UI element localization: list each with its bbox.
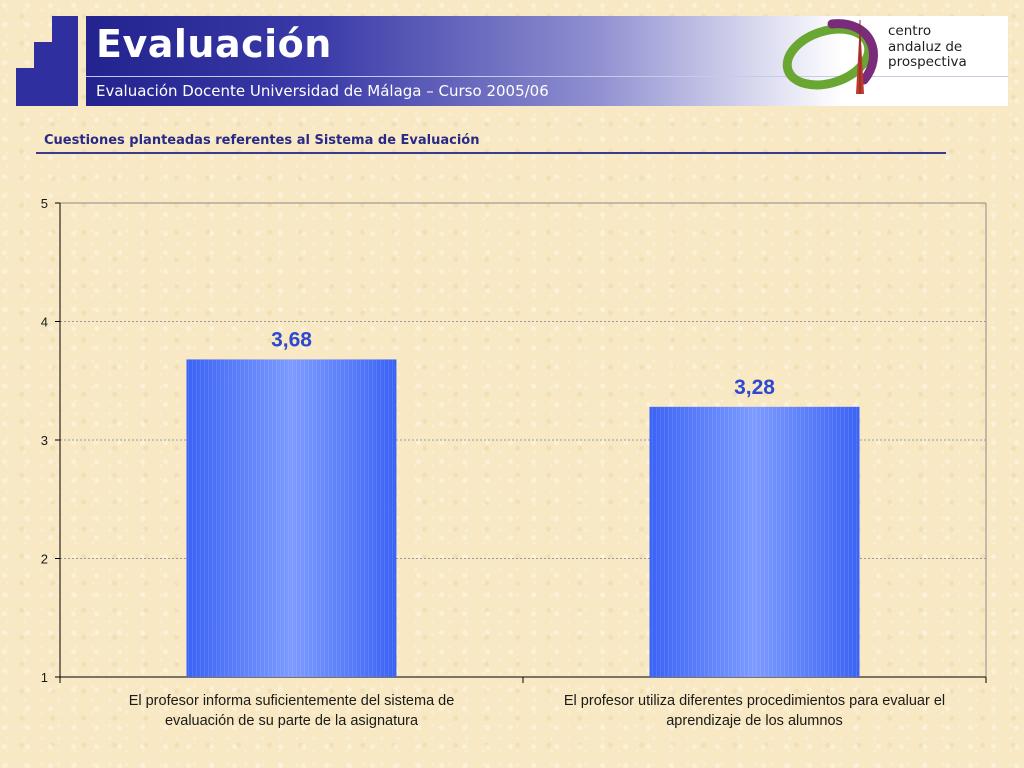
x-tick-label-line: El profesor informa suficientemente del …: [128, 693, 455, 709]
page-title: Evaluación: [96, 22, 332, 66]
header-divider: [86, 76, 1008, 77]
data-label: 3,28: [734, 376, 775, 399]
y-tick-label: 1: [41, 670, 48, 685]
section-divider: [36, 152, 946, 154]
page-subtitle: Evaluación Docente Universidad de Málaga…: [96, 82, 549, 100]
x-tick-label-line: El profesor utiliza diferentes procedimi…: [563, 693, 946, 709]
section-title: Cuestiones planteadas referentes al Sist…: [44, 133, 480, 148]
y-tick-label: 5: [41, 196, 48, 211]
x-tick-label-line: evaluación de su parte de la asignatura: [164, 713, 419, 729]
x-tick-label: El profesor informa suficientemente del …: [97, 691, 487, 731]
data-label: 3,68: [271, 328, 312, 351]
y-tick-label: 2: [41, 552, 48, 567]
stairs-logo-icon: [16, 16, 78, 106]
x-tick-label-line: aprendizaje de los alumnos: [666, 713, 843, 729]
x-tick-label: El profesor utiliza diferentes procedimi…: [560, 691, 950, 731]
bar-texture: [186, 359, 397, 677]
logo-text: centro andaluz de prospectiva: [888, 23, 967, 71]
logo-text-line: prospectiva: [888, 54, 967, 70]
logo-text-line: andaluz de: [888, 38, 963, 55]
y-tick-label: 4: [41, 315, 48, 330]
bar-texture: [649, 406, 860, 677]
y-tick-label: 3: [41, 433, 48, 448]
cap-logo-icon: [782, 19, 878, 94]
logo-text-line: centro: [888, 23, 932, 39]
